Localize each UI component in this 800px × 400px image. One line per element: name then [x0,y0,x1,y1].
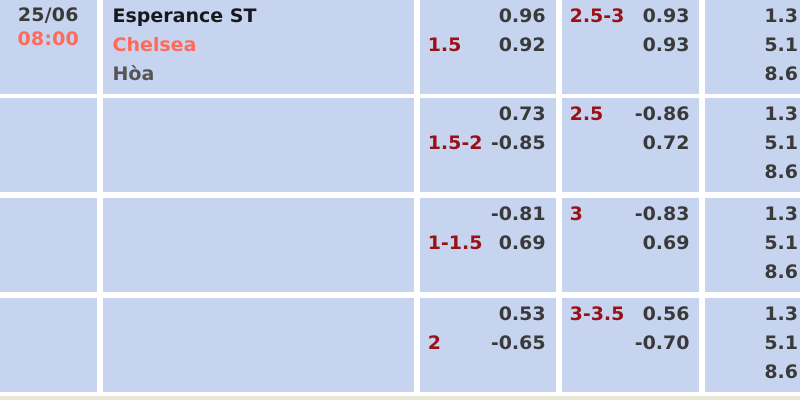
over-under-line-value: 2.5 [569,103,604,125]
over-odds[interactable]: -0.83 [634,203,690,225]
one-x-two-cell[interactable]: 1.3 5.1 8.6 [705,298,800,392]
over-under-cell[interactable]: 2.5-3 0.93 0.93 [561,0,700,94]
over-under-cell[interactable]: 3-3.5 0.56 -0.70 [561,298,700,392]
odds-row: 0.53 2 -0.65 3-3.5 0.56 -0.70 1.3 5.1 8.… [0,298,800,392]
over-under-bottom-line[interactable]: -0.70 [562,329,700,358]
over-under-line-value: 3 [569,203,583,225]
one-x-two-draw-odds[interactable]: 5.1 [764,232,798,254]
handicap-odds-bottom[interactable]: 0.69 [498,232,546,254]
handicap-bottom-line[interactable]: 1.5 0.92 [420,31,556,60]
handicap-odds-top[interactable]: 0.96 [498,5,546,27]
handicap-cell[interactable]: 0.73 1.5-2 -0.85 [419,98,556,192]
handicap-bottom-line[interactable]: 1-1.5 0.69 [420,229,556,258]
one-x-two-cell[interactable]: 1.3 5.1 8.6 [705,198,800,292]
match-time: 08:00 [17,28,79,50]
under-odds[interactable]: 0.72 [642,132,690,154]
home-team-name: Esperance ST [112,5,257,27]
under-odds[interactable]: 0.69 [642,232,690,254]
away-team-name: Chelsea [112,34,197,56]
one-x-two-cell[interactable]: 1.3 5.1 8.6 [705,0,800,94]
over-under-cell[interactable]: 2.5 -0.86 0.72 [561,98,700,192]
bottom-strip [0,396,800,400]
teams-cell-empty [102,98,414,192]
match-datetime-cell-empty [0,298,97,392]
match-datetime-cell-empty [0,198,97,292]
over-under-cell[interactable]: 3 -0.83 0.69 [561,198,700,292]
one-x-two-home-odds[interactable]: 1.3 [764,203,798,225]
handicap-cell[interactable]: 0.96 1.5 0.92 [419,0,556,94]
handicap-odds-bottom[interactable]: -0.65 [490,332,546,354]
one-x-two-draw-odds[interactable]: 5.1 [764,132,798,154]
odds-row: 0.73 1.5-2 -0.85 2.5 -0.86 0.72 1.3 5.1 … [0,98,800,192]
match-datetime-cell: 25/06 08:00 [0,0,97,94]
over-under-line-value: 2.5-3 [569,5,625,27]
handicap-odds-bottom[interactable]: 0.92 [498,34,546,56]
over-under-bottom-line[interactable]: 0.69 [562,229,700,258]
handicap-cell[interactable]: -0.81 1-1.5 0.69 [419,198,556,292]
handicap-top-line[interactable]: -0.81 [420,200,556,229]
handicap-line-value: 1.5 [427,34,462,56]
teams-cell[interactable]: Esperance ST Chelsea Hòa [102,0,414,94]
match-date: 25/06 [17,4,79,26]
over-odds[interactable]: -0.86 [634,103,690,125]
handicap-top-line[interactable]: 0.73 [420,100,556,129]
one-x-two-away-odds[interactable]: 8.6 [764,261,798,283]
teams-cell-empty [102,298,414,392]
handicap-odds-bottom[interactable]: -0.85 [490,132,546,154]
one-x-two-away-odds[interactable]: 8.6 [764,63,798,85]
teams-cell-empty [102,198,414,292]
handicap-line-value: 1.5-2 [427,132,483,154]
one-x-two-draw-odds[interactable]: 5.1 [764,34,798,56]
over-under-top-line[interactable]: 3-3.5 0.56 [562,300,700,329]
over-under-bottom-line[interactable]: 0.72 [562,129,700,158]
over-under-line-value: 3-3.5 [569,303,625,325]
one-x-two-draw-odds[interactable]: 5.1 [764,332,798,354]
over-under-top-line[interactable]: 2.5-3 0.93 [562,2,700,31]
one-x-two-away-odds[interactable]: 8.6 [764,361,798,383]
one-x-two-home-odds[interactable]: 1.3 [764,303,798,325]
odds-row: 25/06 08:00 Esperance ST Chelsea Hòa 0.9… [0,0,800,94]
handicap-line-value: 1-1.5 [427,232,483,254]
one-x-two-home-odds[interactable]: 1.3 [764,103,798,125]
under-odds[interactable]: 0.93 [642,34,690,56]
over-under-top-line[interactable]: 2.5 -0.86 [562,100,700,129]
one-x-two-cell[interactable]: 1.3 5.1 8.6 [705,98,800,192]
draw-label: Hòa [112,63,155,85]
over-under-bottom-line[interactable]: 0.93 [562,31,700,60]
over-under-top-line[interactable]: 3 -0.83 [562,200,700,229]
odds-row: -0.81 1-1.5 0.69 3 -0.83 0.69 1.3 5.1 8.… [0,198,800,292]
one-x-two-away-odds[interactable]: 8.6 [764,161,798,183]
handicap-cell[interactable]: 0.53 2 -0.65 [419,298,556,392]
handicap-odds-top[interactable]: 0.73 [498,103,546,125]
handicap-top-line[interactable]: 0.96 [420,2,556,31]
over-odds[interactable]: 0.56 [642,303,690,325]
handicap-odds-top[interactable]: 0.53 [498,303,546,325]
under-odds[interactable]: -0.70 [634,332,690,354]
handicap-line-value: 2 [427,332,441,354]
over-odds[interactable]: 0.93 [642,5,690,27]
handicap-bottom-line[interactable]: 1.5-2 -0.85 [420,129,556,158]
match-datetime-cell-empty [0,98,97,192]
one-x-two-home-odds[interactable]: 1.3 [764,5,798,27]
handicap-top-line[interactable]: 0.53 [420,300,556,329]
handicap-odds-top[interactable]: -0.81 [490,203,546,225]
handicap-bottom-line[interactable]: 2 -0.65 [420,329,556,358]
